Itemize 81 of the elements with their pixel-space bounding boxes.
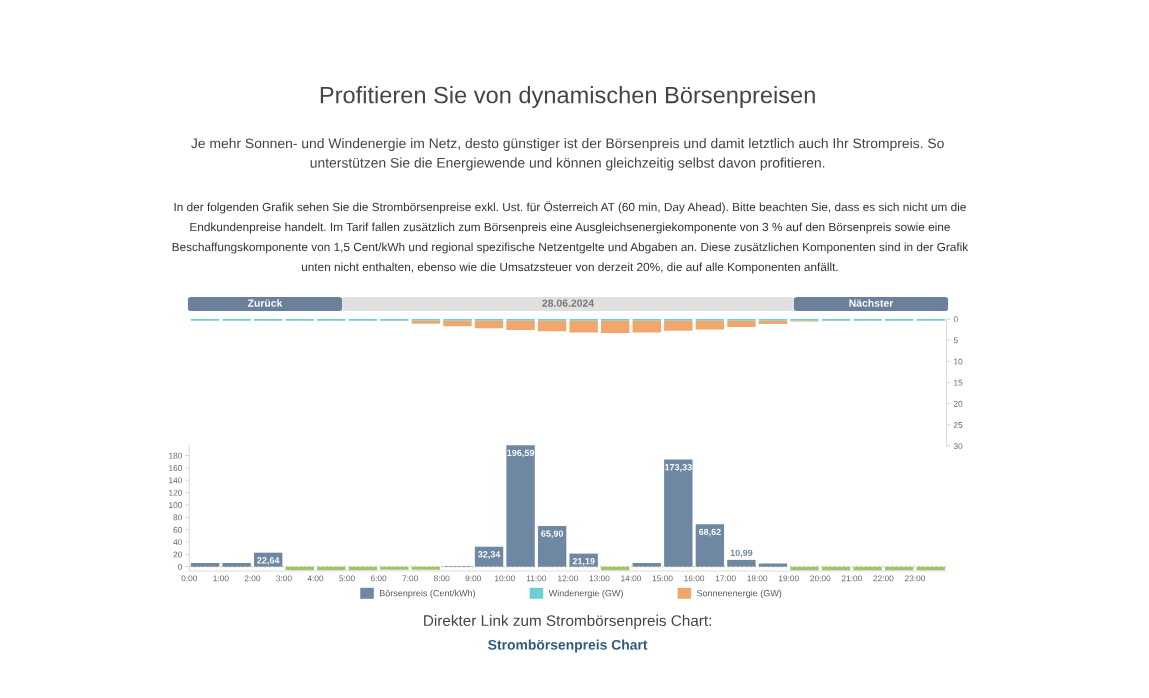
y-tick-label: 140 [169, 477, 183, 484]
bar [601, 320, 630, 333]
bar [569, 320, 598, 333]
text: Direkter Link zum Strombörsenpreis Chart: [424, 614, 711, 630]
x-tick-label: 23:00 [904, 575, 926, 582]
data-label: 196,59 [507, 449, 535, 458]
x-tick-label: 15:00 [652, 575, 673, 582]
data-label: 10,99 [730, 549, 753, 558]
bar [632, 562, 661, 567]
bar [758, 563, 788, 567]
legend-label: Börsenpreis (Cent/kWh) [379, 589, 475, 599]
y2-tick-label: 10 [954, 358, 963, 365]
y2-tick-label: 20 [953, 400, 963, 407]
text: Strombörsenpreis Chart [488, 639, 648, 653]
x-tick-label: 14:00 [621, 575, 642, 582]
chart-subtitle: Je mehr Sonnen- und Windenergie im Netz, desto günstiger ist der Börsenpreis und damit letztlich auch Ihr Strompreis. So unterstützen Sie die Energiewende und können gleichzeitig selbst davon profitieren. [191, 138, 944, 171]
bar [474, 320, 504, 329]
bar [695, 524, 725, 567]
x-tick-label: 2:00 [244, 575, 261, 582]
x-tick-label: 10:00 [495, 575, 515, 582]
data-label: 21,19 [572, 557, 595, 566]
y-tick-label: 60 [173, 526, 183, 533]
x-tick-label: 5:00 [339, 575, 355, 582]
y2-tick-label: 0 [953, 316, 958, 323]
bar [537, 525, 567, 567]
text: 28.06.2024 [542, 299, 595, 307]
bar [537, 320, 567, 332]
bar [222, 562, 251, 567]
x-tick-label: 20:00 [810, 575, 831, 582]
text: In der folgenden Grafik sehen Sie die Strombörsenpreise exkl. Ust. für Österreich AT (60 min, Day Ahead). Bitte beachten Sie, dass es sich nicht um die Endkundenpreise handelt. Im Tarif fallen zusätzlich zum Börsenpreis eine Ausgleichsenergiekomponente von 3 % auf den Börsenpreis sowie eine Beschaffungskomponente von 1,5 Cent/kWh und regional spezifische Netzentgelte und Abgaben an. Diese zusätzlichen Komponenten sind in der Grafik unten nicht enthalten, ebenso wie die Umsatzsteuer von derzeit 20%, die auf alle Komponenten anfällt. [172, 201, 969, 274]
y-tick-label: 20 [173, 551, 183, 558]
y-tick-label: 0 [178, 563, 183, 570]
x-tick-label: 17:00 [715, 575, 736, 582]
x-tick-label: 18:00 [747, 575, 768, 582]
y-tick-label: 180 [169, 452, 183, 459]
bar [506, 445, 535, 567]
x-tick-label: 7:00 [402, 575, 418, 582]
y2-tick-label: 25 [953, 422, 963, 428]
x-tick-label: 4:00 [307, 575, 324, 582]
x-tick-label: 1:00 [213, 575, 229, 582]
legend-label: Sonnenenergie (GW) [696, 589, 782, 599]
bar [727, 559, 756, 567]
bar [380, 566, 409, 570]
x-tick-label: 21:00 [841, 575, 862, 582]
y-tick-label: 40 [173, 539, 183, 546]
y2-tick-label: 15 [954, 379, 963, 386]
x-tick-label: 22:00 [873, 575, 894, 582]
x-tick-label: 8:00 [433, 575, 450, 582]
x-tick-label: 12:00 [558, 575, 578, 582]
x-tick-label: 13:00 [589, 575, 610, 582]
bar [632, 320, 661, 333]
x-tick-label: 3:00 [276, 575, 292, 582]
x-tick-label: 6:00 [370, 575, 387, 582]
y2-tick-label: 5 [953, 337, 958, 344]
bar [727, 320, 756, 328]
y-tick-label: 120 [169, 489, 183, 496]
bar [664, 320, 693, 331]
x-tick-label: 9:00 [465, 575, 482, 582]
x-tick-label: 11:00 [526, 575, 547, 582]
y-tick-label: 160 [169, 465, 183, 471]
data-label: 65,90 [541, 530, 564, 539]
y2-tick-label: 30 [953, 443, 963, 450]
data-label: 173,33 [665, 464, 692, 472]
bar [411, 566, 441, 570]
bar [695, 320, 725, 330]
bar [443, 320, 472, 327]
x-tick-label: 16:00 [684, 575, 705, 582]
legend-label: Windenergie (GW) [548, 589, 623, 599]
x-tick-label: 19:00 [778, 575, 799, 582]
bar [664, 459, 693, 567]
data-label: 22,64 [257, 557, 280, 565]
y-tick-label: 100 [169, 502, 183, 509]
text: Zurück [247, 299, 283, 307]
x-tick-label: 0:00 [181, 575, 198, 582]
data-label: 32,34 [477, 551, 501, 559]
bar [190, 562, 220, 567]
bar [506, 320, 535, 331]
chart-title: Profitieren Sie von dynamischen Börsenpreisen [320, 86, 815, 109]
y-tick-label: 80 [173, 514, 183, 521]
data-label: 68,62 [698, 528, 721, 537]
text: Nächster [849, 299, 894, 307]
